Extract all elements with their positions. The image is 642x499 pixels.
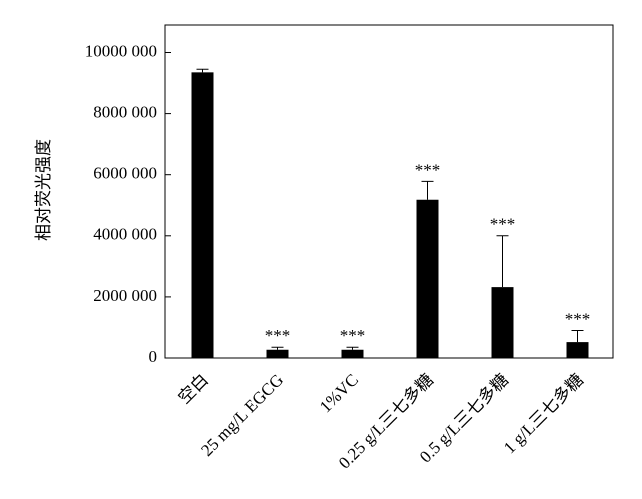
error-bar — [421, 180, 434, 200]
error-bar — [196, 68, 209, 73]
error-bar — [346, 346, 359, 350]
bar — [266, 349, 289, 358]
error-bar — [571, 330, 584, 343]
y-tick-label: 0 — [149, 347, 158, 366]
y-tick-label: 4000 000 — [93, 225, 157, 244]
bar — [416, 199, 439, 358]
y-axis-label: 相对荧光强度 — [34, 139, 53, 241]
significance-label: *** — [415, 160, 441, 179]
bar — [491, 287, 514, 358]
x-tick-label: 1%VC — [316, 370, 362, 416]
bar — [341, 349, 364, 358]
y-tick-label: 2000 000 — [93, 286, 157, 305]
error-bar — [496, 235, 509, 288]
significance-label: *** — [490, 215, 516, 234]
bar — [191, 72, 214, 358]
plot-frame — [164, 24, 614, 359]
y-tick-label: 10000 000 — [85, 41, 157, 60]
y-tick-label: 8000 000 — [93, 103, 157, 122]
bar — [566, 342, 589, 358]
x-tick-label: 1 g/L三七多糖 — [500, 370, 587, 457]
significance-label: *** — [565, 309, 591, 328]
significance-label: *** — [340, 326, 366, 345]
significance-label: *** — [265, 326, 291, 345]
x-tick-label: 空白 — [175, 370, 212, 407]
error-bar — [271, 346, 284, 350]
y-tick-label: 6000 000 — [93, 164, 157, 183]
